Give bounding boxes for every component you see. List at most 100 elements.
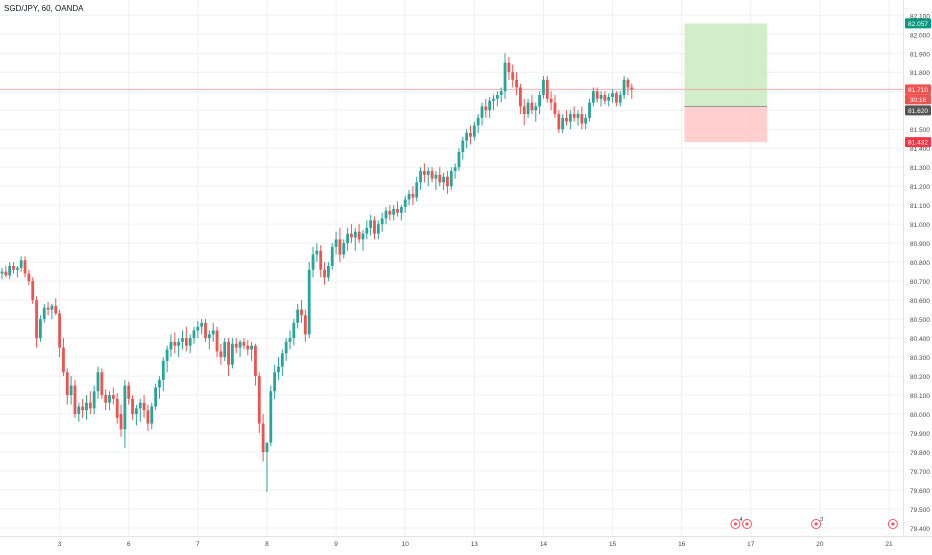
candle-body [353,231,357,238]
time-tick-label: 15 [609,541,617,548]
candle-body [373,220,376,234]
candle-up [618,91,622,107]
stop-zone [684,106,768,143]
time-axis[interactable]: 3 6 7 8 9 10 13 14 15 16 17 20 21 [58,541,893,548]
event-marker[interactable] [741,519,752,529]
candle-down [62,338,65,377]
candle-down [204,319,207,342]
candle-body [472,125,476,137]
candle-up [476,114,480,134]
event-marker[interactable] [887,519,898,529]
candle-down [580,106,584,130]
candle-up [96,366,100,399]
candle-body [315,250,319,255]
candle-up [108,391,111,411]
candle-body [426,170,430,175]
chart-title: SGD/JPY, 60, OANDA [4,4,84,13]
candle-up [534,102,538,122]
candle-body [12,265,15,270]
candle-body [369,220,373,228]
candle-body [423,170,426,175]
candle-up [207,330,211,350]
candle-body [595,91,599,99]
candle-body [618,95,622,103]
candle-up [415,176,419,202]
candle-up [457,148,461,171]
time-tick-label: 8 [265,541,269,548]
candle-body [92,391,96,409]
candle-body [292,322,296,339]
candle-down [31,277,35,304]
candle-body [200,322,204,327]
candle-up [250,341,253,361]
candle-up [342,239,346,259]
candle-up [369,214,373,236]
candle-up [85,395,88,420]
candle-up [8,262,12,280]
candle-body [380,218,384,225]
candle-down [234,338,238,354]
bar-countdown-tag: 30:16 [905,94,931,105]
candle-up [280,349,284,377]
candle-up [296,303,300,329]
candle-down [519,83,522,115]
candle-body [388,210,392,215]
candle-up [307,262,311,339]
candle-down [595,87,599,103]
candle-body [296,309,300,323]
candle-body [65,372,69,396]
candle-down [219,343,223,365]
candle-body [580,114,584,124]
candle-body [231,343,234,365]
candle-up [211,322,215,342]
candle-body [476,117,480,126]
candle-body [599,95,603,99]
candle-body [31,281,35,301]
candle-up [384,207,388,225]
candle-up [231,338,234,369]
candle-body [534,106,538,111]
event-marker-count: 4 [739,517,742,523]
candle-up [403,195,407,213]
candle-down [23,256,27,278]
candle-body [280,353,284,367]
candle-down [184,326,188,352]
candle-body [50,305,54,310]
candle-body [503,62,507,92]
candle-up [426,167,430,187]
candle-up [42,303,46,323]
candle-down [626,77,630,96]
candle-down [246,339,250,356]
candle-up [265,442,269,492]
candle-body [81,406,85,411]
candle-up [181,330,184,350]
time-tick-label: 13 [471,541,479,548]
candle-body [549,98,553,103]
candle-body [196,326,200,331]
candle-up [588,98,591,122]
time-tick-label: 17 [747,541,755,548]
candle-down [423,163,426,183]
position-tool[interactable] [684,23,768,143]
event-marker[interactable]: 3 [811,517,824,529]
price-tick-label: 80.400 [910,336,930,343]
candle-down [127,381,131,405]
event-marker[interactable]: 4 [730,517,743,529]
candle-body [27,273,31,282]
candle-up [419,167,422,190]
candle-body [265,442,269,453]
candle-up [15,265,19,278]
candle-body [311,254,315,270]
candle-body [376,224,380,234]
candle-body [488,100,492,111]
candle-up [311,246,315,278]
candle-body [430,170,434,179]
candle-body [261,423,265,453]
candle-up [453,163,457,179]
candle-body [588,102,591,118]
candle-body [150,406,154,424]
candle-up [277,357,280,380]
